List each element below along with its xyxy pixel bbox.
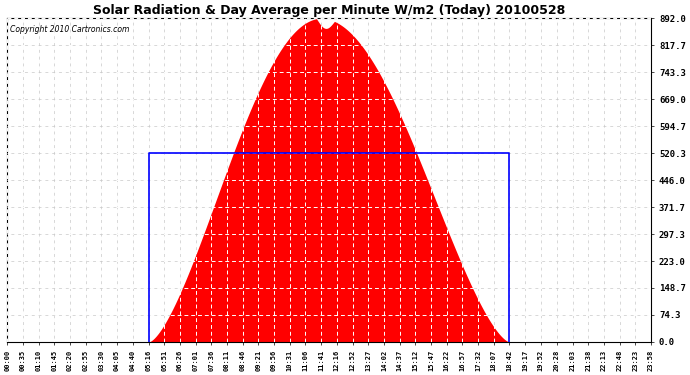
Text: Copyright 2010 Cartronics.com: Copyright 2010 Cartronics.com <box>10 25 130 34</box>
Title: Solar Radiation & Day Average per Minute W/m2 (Today) 20100528: Solar Radiation & Day Average per Minute… <box>93 4 565 17</box>
